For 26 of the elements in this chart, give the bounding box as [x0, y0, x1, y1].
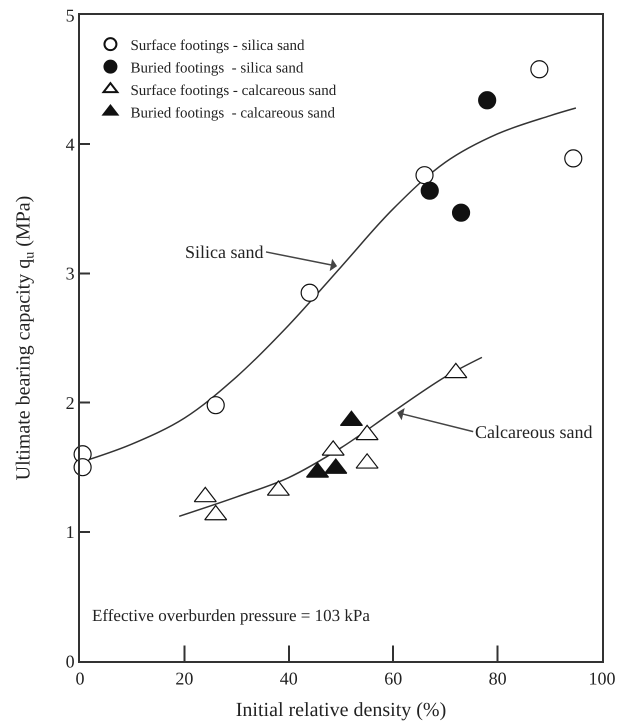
x-tick-label: 100 [588, 668, 616, 688]
point [300, 284, 319, 302]
point [478, 91, 496, 110]
x-axis-title: Initial relative density (%) [236, 699, 446, 721]
y-tick-label: 2 [66, 392, 75, 413]
legend-label: Buried footings - calcareous sand [130, 106, 336, 122]
annotation: Calcareous sand [475, 422, 592, 442]
legend-label: Surface footings - calcareous sand [130, 83, 337, 100]
point [420, 182, 439, 200]
x-tick-label: 80 [488, 668, 507, 688]
x-tick-label: 20 [175, 668, 194, 688]
legend-label: Buried footings - silica sand [130, 60, 304, 77]
y-tick-label: 1 [66, 522, 75, 542]
x-tick-label: 40 [280, 668, 298, 688]
legend-label: Surface footings - silica sand [130, 38, 306, 54]
y-tick-label: 3 [66, 264, 75, 284]
y-tick-label: 0 [66, 651, 75, 672]
point [530, 60, 548, 78]
point [452, 204, 470, 222]
y-tick-label: 5 [66, 5, 75, 26]
y-tick-label: 4 [66, 134, 75, 154]
point [415, 166, 434, 184]
annotation: Silica sand [185, 242, 264, 262]
x-tick-label: 60 [384, 668, 402, 688]
point [564, 149, 582, 168]
annotation: Effective overburden pressure = 103 kPa [92, 606, 370, 625]
